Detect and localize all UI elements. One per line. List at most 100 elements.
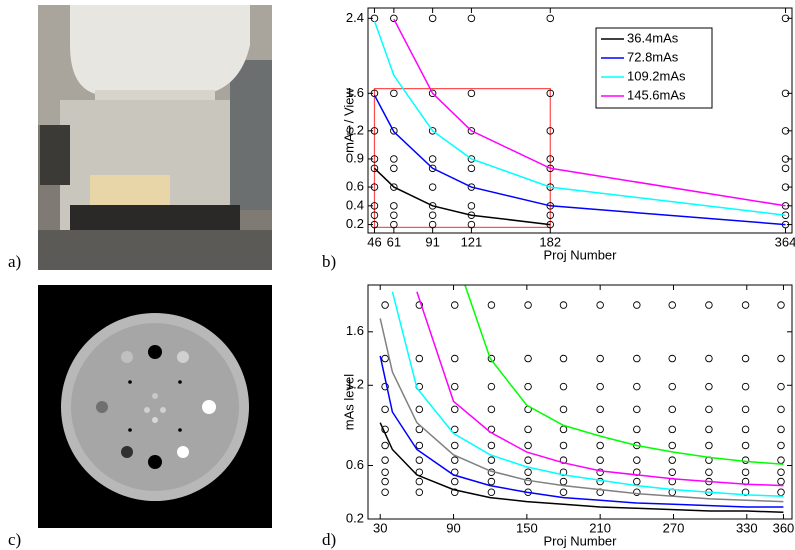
- y-axis-label: mAs / View: [341, 88, 356, 153]
- marker: [524, 382, 532, 391]
- marker: [428, 164, 437, 173]
- y-tick-label: 1.6: [346, 85, 364, 100]
- y-tick-label: 1.2: [346, 122, 364, 137]
- marker: [559, 425, 568, 434]
- x-tick-label: 182: [539, 234, 561, 249]
- series-line: [379, 355, 784, 508]
- y-tick-label: 0.2: [346, 216, 364, 231]
- marker: [467, 220, 476, 229]
- marker: [390, 164, 398, 173]
- y-tick-label: 0.6: [346, 179, 364, 194]
- series-line: [373, 20, 786, 216]
- marker: [390, 220, 398, 229]
- marker: [705, 382, 713, 391]
- marker: [451, 488, 459, 497]
- marker: [390, 202, 398, 210]
- x-tick-label: 270: [663, 520, 685, 535]
- marker: [390, 155, 398, 163]
- marker: [381, 405, 389, 414]
- highlight-box: [373, 88, 551, 228]
- x-axis-label: Proj Number: [544, 247, 618, 262]
- marker: [596, 441, 604, 450]
- marker: [668, 468, 677, 476]
- panel-label: a): [8, 252, 21, 271]
- marker: [487, 405, 496, 414]
- legend-label: 145.6mAs: [627, 87, 686, 102]
- marker: [428, 211, 437, 219]
- x-tick-label: 90: [446, 520, 460, 535]
- marker: [415, 405, 424, 414]
- marker: [487, 354, 496, 363]
- marker: [546, 127, 555, 135]
- marker: [777, 441, 785, 450]
- marker: [596, 477, 604, 486]
- marker: [559, 382, 568, 391]
- phantom-image: [38, 285, 272, 528]
- marker: [487, 441, 496, 450]
- marker: [633, 456, 641, 464]
- y-tick-label: 0.4: [346, 197, 364, 212]
- marker: [741, 301, 750, 309]
- legend-label: 36.4mAs: [627, 30, 679, 45]
- y-tick-label: 2.4: [346, 10, 364, 25]
- marker: [415, 425, 424, 434]
- marker: [596, 405, 604, 414]
- marker: [741, 382, 750, 391]
- x-tick-label: 61: [387, 234, 401, 249]
- axes-frame: [367, 7, 793, 234]
- marker: [381, 488, 389, 497]
- marker: [524, 468, 532, 476]
- marker: [546, 14, 555, 23]
- x-axis-label: Proj Number: [544, 533, 618, 548]
- x-tick-label: 210: [589, 520, 611, 535]
- marker: [467, 89, 476, 98]
- marker: [633, 477, 641, 486]
- marker: [467, 202, 476, 210]
- marker: [633, 425, 641, 434]
- marker: [381, 477, 389, 486]
- axes-frame: [367, 284, 793, 520]
- marker: [777, 301, 785, 309]
- series-line: [393, 18, 786, 207]
- marker: [390, 89, 398, 98]
- marker: [559, 488, 568, 497]
- marker: [596, 301, 604, 309]
- marker: [777, 425, 785, 434]
- marker: [668, 354, 677, 363]
- marker: [777, 468, 785, 476]
- legend-box: [595, 27, 713, 109]
- marker: [487, 301, 496, 309]
- marker: [524, 354, 532, 363]
- x-tick-label: 46: [367, 234, 381, 249]
- marker: [741, 354, 750, 363]
- marker: [451, 301, 459, 309]
- marker: [668, 301, 677, 309]
- x-tick-label: 30: [373, 520, 387, 535]
- marker: [777, 477, 785, 486]
- marker: [777, 382, 785, 391]
- marker: [524, 301, 532, 309]
- marker: [705, 441, 713, 450]
- marker: [705, 425, 713, 434]
- marker: [415, 441, 424, 450]
- marker: [451, 425, 459, 434]
- series-line: [464, 285, 784, 465]
- panel-label: b): [322, 252, 336, 271]
- marker: [741, 425, 750, 434]
- marker: [370, 211, 379, 219]
- plot: [370, 14, 790, 229]
- marker: [596, 354, 604, 363]
- y-axis-label: mAs level: [341, 374, 356, 430]
- series-line: [379, 422, 784, 514]
- marker: [415, 456, 424, 464]
- marker: [467, 127, 476, 135]
- marker: [559, 477, 568, 486]
- series-line: [373, 94, 786, 226]
- panel-label: d): [322, 530, 336, 549]
- marker: [487, 477, 496, 486]
- marker: [559, 354, 568, 363]
- marker: [741, 468, 750, 476]
- x-tick-label: 150: [516, 520, 538, 535]
- marker: [524, 425, 532, 434]
